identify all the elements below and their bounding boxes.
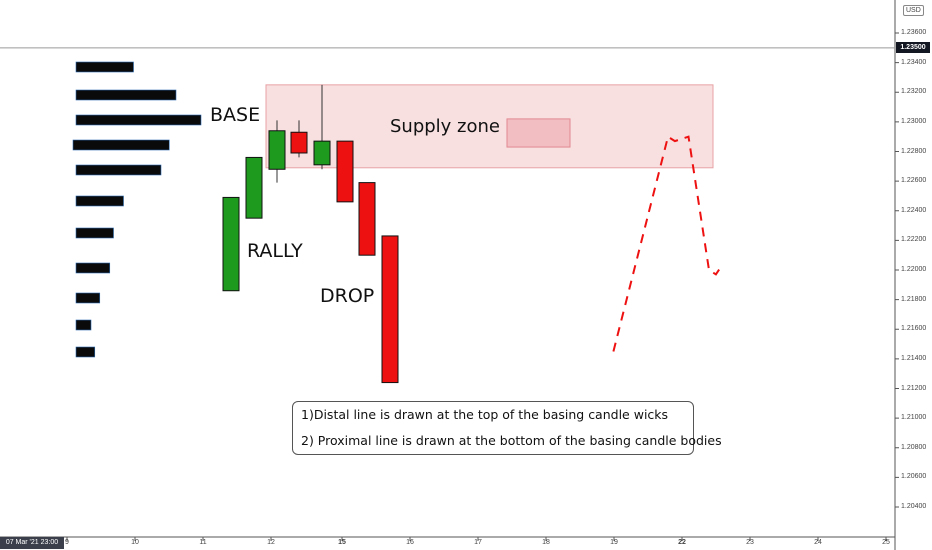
- volume-profile-bar: [75, 346, 96, 358]
- time-tick-label: 15: [338, 539, 346, 546]
- time-tick-label: 16: [406, 539, 414, 546]
- price-tick-label: 1.23600: [901, 29, 927, 36]
- time-tick-label: 25: [882, 539, 890, 546]
- time-tick-label: 10: [131, 539, 139, 546]
- time-tick-label: 23: [746, 539, 754, 546]
- volume-profile-bar: [75, 89, 177, 101]
- base-label: BASE: [210, 104, 261, 126]
- price-tick-label: 1.23000: [901, 117, 927, 125]
- currency-label[interactable]: USD: [903, 5, 924, 16]
- candle-body: [290, 131, 308, 154]
- projection-layer: [612, 135, 724, 352]
- price-tick-label: 1.22800: [901, 147, 927, 155]
- price-tick-label: 1.22600: [901, 177, 927, 185]
- target-zone-rect: [506, 118, 571, 148]
- price-tick-label: 1.21600: [901, 325, 927, 333]
- note-box: 1)Distal line is drawn at the top of the…: [292, 401, 722, 455]
- candle-body: [313, 140, 331, 166]
- candle-body: [222, 196, 240, 292]
- price-tick-label: 1.21000: [901, 414, 927, 422]
- candle: [268, 120, 286, 183]
- candle: [381, 235, 399, 384]
- volume-profile-bar: [72, 139, 170, 151]
- price-tick-label: 1.20400: [901, 503, 927, 510]
- time-tick-label: 17: [474, 539, 482, 546]
- volume-profile-bar: [75, 292, 101, 304]
- volume-profile-bar: [75, 319, 92, 331]
- price-tick-label: 1.22400: [901, 206, 927, 214]
- supply-zone-label: Supply zone: [390, 116, 501, 137]
- candle: [358, 182, 376, 256]
- candle: [290, 120, 308, 158]
- candle: [313, 84, 331, 170]
- candle-body: [381, 235, 399, 384]
- volume-profile-bar: [75, 262, 111, 274]
- volume-profile-layer: [72, 61, 202, 358]
- candles-layer: [222, 84, 399, 384]
- price-tick-label: 1.20600: [901, 473, 927, 481]
- price-tick-label: 1.22000: [901, 266, 927, 273]
- candle: [222, 196, 240, 292]
- time-tick-label: 12: [267, 539, 275, 546]
- time-tick-label: 24: [814, 539, 822, 546]
- price-tick-label: 1.23200: [901, 88, 927, 96]
- time-tick-label: 22: [678, 539, 686, 546]
- price-tick-label: 1.22200: [901, 236, 927, 244]
- candle-body: [358, 182, 376, 256]
- volume-profile-bar: [75, 195, 124, 207]
- time-tick-label: 9: [65, 539, 69, 546]
- projected-path-line: [612, 135, 724, 352]
- volume-profile-bar: [75, 164, 162, 176]
- time-tick-label: 18: [542, 539, 550, 546]
- volume-profile-bar: [75, 61, 134, 73]
- rally-label: RALLY: [247, 240, 303, 262]
- candle-body: [268, 130, 286, 170]
- candle-body: [245, 156, 263, 219]
- volume-profile-bar: [75, 227, 114, 239]
- note-line-1: 1)Distal line is drawn at the top of the…: [301, 407, 669, 422]
- candle-body: [336, 140, 354, 203]
- axes: [0, 0, 899, 550]
- candle: [336, 140, 354, 203]
- price-tick-label: 1.23400: [901, 58, 927, 66]
- price-tick-label: 1.21400: [901, 354, 927, 362]
- candle: [245, 156, 263, 219]
- price-tick-label: 1.21800: [901, 295, 927, 303]
- drop-label: DROP: [320, 285, 375, 307]
- price-tick-label: 1.21200: [901, 384, 927, 392]
- current-price-badge: 1.23500: [896, 42, 930, 53]
- crosshair-date-badge: 07 Mar '21 23:00: [0, 537, 64, 549]
- price-tick-label: 1.20800: [901, 443, 927, 451]
- volume-profile-bar: [75, 114, 202, 126]
- time-tick-label: 11: [199, 539, 207, 546]
- note-line-2: 2) Proximal line is drawn at the bottom …: [301, 433, 722, 448]
- time-tick-label: 19: [610, 539, 618, 546]
